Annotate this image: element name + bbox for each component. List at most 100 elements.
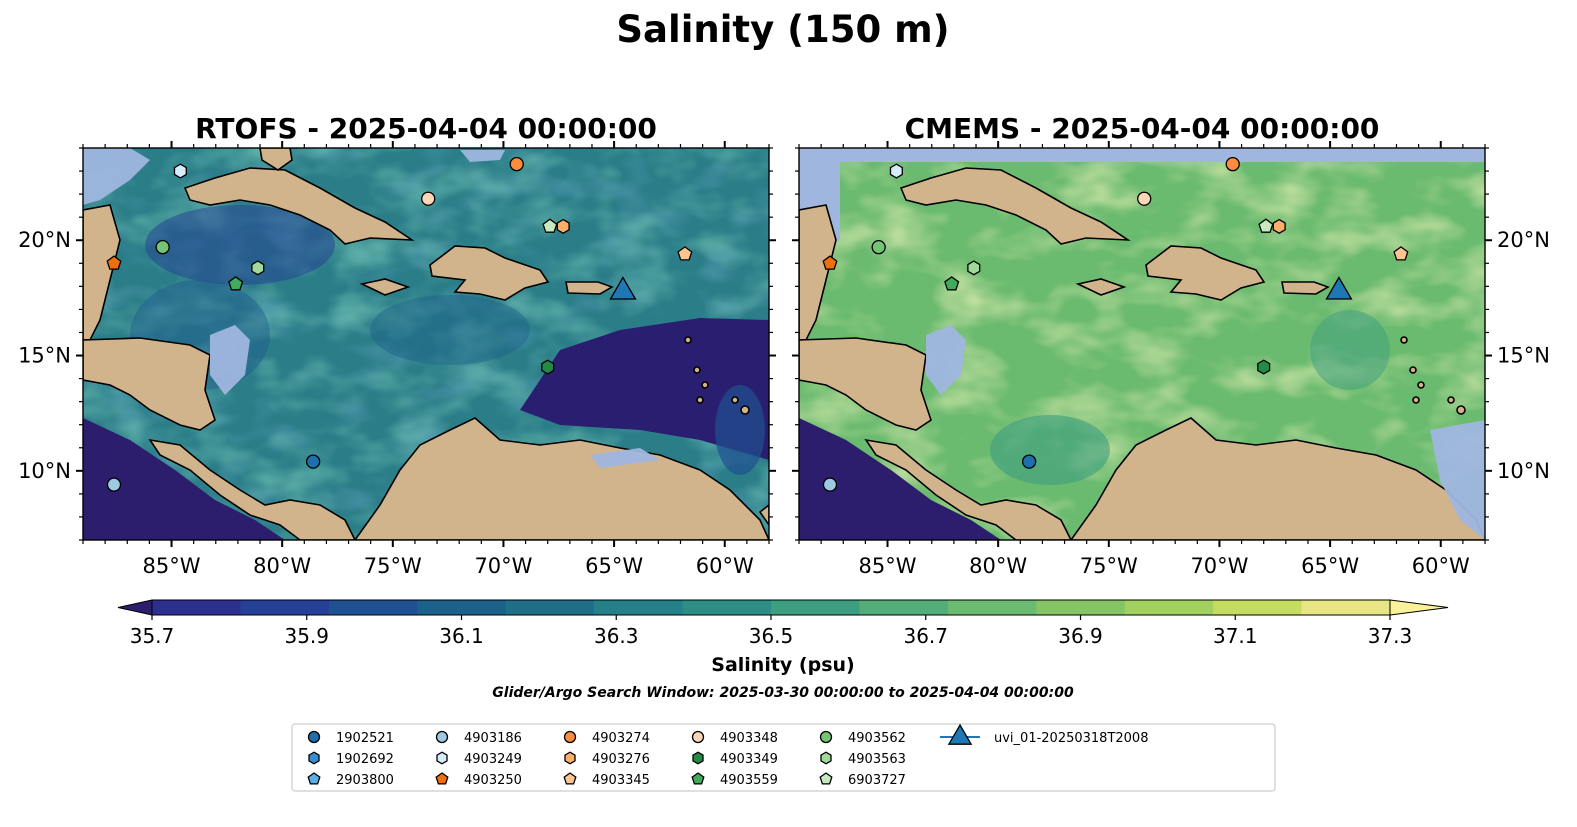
legend-label: 4903249 [464,752,522,767]
colorbar-bin [505,600,595,615]
legend-label: 4903348 [720,731,778,746]
colorbar: 35.7 35.9 36.1 36.3 36.5 36.7 36.9 37.1 37.3 [117,599,1449,648]
colorbar-bin [328,600,418,615]
rtofs-map-frame [82,147,770,541]
legend-label: 4903186 [464,731,522,746]
float-marker-4903274 [509,156,524,172]
glider-marker [1325,276,1353,300]
rtofs-map [83,148,769,540]
legend-label: 4903276 [592,752,650,767]
float-marker-4903563 [967,260,981,276]
legend-label: 4903349 [720,752,778,767]
legend-marker [692,751,704,765]
float-marker-4903186 [822,477,838,492]
float-marker-4903249 [889,163,903,179]
legend-marker [819,730,833,744]
colorbar-bin [682,600,772,615]
lon-tick-label: 85°W [859,554,917,578]
colorbar-bin [240,600,330,615]
legend-marker [564,751,576,765]
float-marker-4903348 [1137,191,1152,206]
lat-tick-label: 10°N [18,459,71,483]
legend-marker [691,772,705,785]
lat-tick-label: 20°N [1497,228,1550,252]
float-marker-4903349 [541,359,555,375]
legend-label: 4903250 [464,773,522,788]
legend-label: 2903800 [336,773,394,788]
legend-label: 4903559 [720,773,778,788]
float-marker-6903727 [1258,218,1274,233]
lat-tick-label: 10°N [1497,459,1550,483]
legend-marker [819,772,833,785]
float-marker-4903345 [1393,246,1409,261]
colorbar-bin [859,600,949,615]
colorbar-tick-label: 37.3 [1368,624,1413,648]
float-marker-4903274 [1225,156,1240,172]
legend-marker [436,751,448,765]
colorbar-extend-max [1389,599,1449,616]
float-marker-4903250 [822,255,838,270]
colorbar-tick-label: 35.7 [130,624,175,648]
float-marker-4903559 [228,276,244,291]
lon-tick-label: 80°W [253,554,311,578]
legend: 1902521 1902692 2903800 4903186 4903249 49032… [291,723,1276,792]
colorbar-tick-label: 36.7 [903,624,948,648]
rtofs-panel-title: RTOFS - 2025-04-04 00:00:00 [195,112,657,145]
float-marker-4903276 [556,218,570,234]
colorbar-bin [417,600,507,615]
colorbar-tick-label: 37.1 [1213,624,1258,648]
legend-label: 4903563 [848,752,906,767]
colorbar-tick-label: 36.5 [749,624,794,648]
legend-marker [435,730,449,744]
legend-marker [563,772,577,785]
legend-label: 4903345 [592,773,650,788]
lon-tick-label: 85°W [143,554,201,578]
float-marker-4903563 [251,260,265,276]
colorbar-tick-label: 36.3 [594,624,639,648]
colorbar-bin [1301,600,1391,615]
lon-tick-label: 60°W [696,554,754,578]
legend-marker [307,772,321,785]
search-window-text: Glider/Argo Search Window: 2025-03-30 00… [492,685,1074,701]
colorbar-extend-min [117,599,153,616]
axes-layer: 85°W 80°W 75°W 70°W 65°W 60°W 20°N 15°N 10°N 85°W… [18,141,1550,578]
colorbar-bin [1124,600,1214,615]
float-marker-4903276 [1272,218,1286,234]
glider-marker [609,276,637,300]
lon-tick-label: 70°W [1190,554,1248,578]
lon-tick-label: 65°W [1301,554,1359,578]
legend-label: 6903727 [848,773,906,788]
float-markers [106,156,1409,492]
figure-title: Salinity (150 m) [616,8,949,51]
legend-label: 1902692 [336,752,394,767]
colorbar-bin [594,600,684,615]
legend-label: 4903562 [848,731,906,746]
colorbar-label: Salinity (psu) [711,654,854,676]
float-marker-4903348 [421,191,436,206]
lon-tick-label: 65°W [585,554,643,578]
legend-marker [947,723,973,745]
float-marker-4903250 [106,255,122,270]
cmems-panel-title: CMEMS - 2025-04-04 00:00:00 [905,112,1380,145]
legend-label: uvi_01-20250318T2008 [994,731,1148,746]
float-marker-1902521 [305,454,321,469]
colorbar-bin [152,600,242,615]
legend-label: 4903274 [592,731,650,746]
lat-tick-label: 15°N [18,344,71,368]
legend-label: 1902521 [336,731,394,746]
cmems-map [799,148,1485,540]
float-marker-4903349 [1257,359,1271,375]
float-marker-4903562 [155,240,170,255]
legend-marker [820,751,832,765]
float-marker-4903345 [677,246,693,261]
float-marker-4903186 [106,477,122,492]
colorbar-tick-label: 36.9 [1058,624,1103,648]
legend-marker [563,730,577,744]
legend-marker [435,772,449,785]
colorbar-bin [1036,600,1126,615]
lat-tick-label: 15°N [1497,344,1550,368]
legend-marker [691,730,705,744]
float-marker-4903562 [871,240,886,255]
lon-tick-label: 60°W [1412,554,1470,578]
shallow-water [83,148,660,468]
